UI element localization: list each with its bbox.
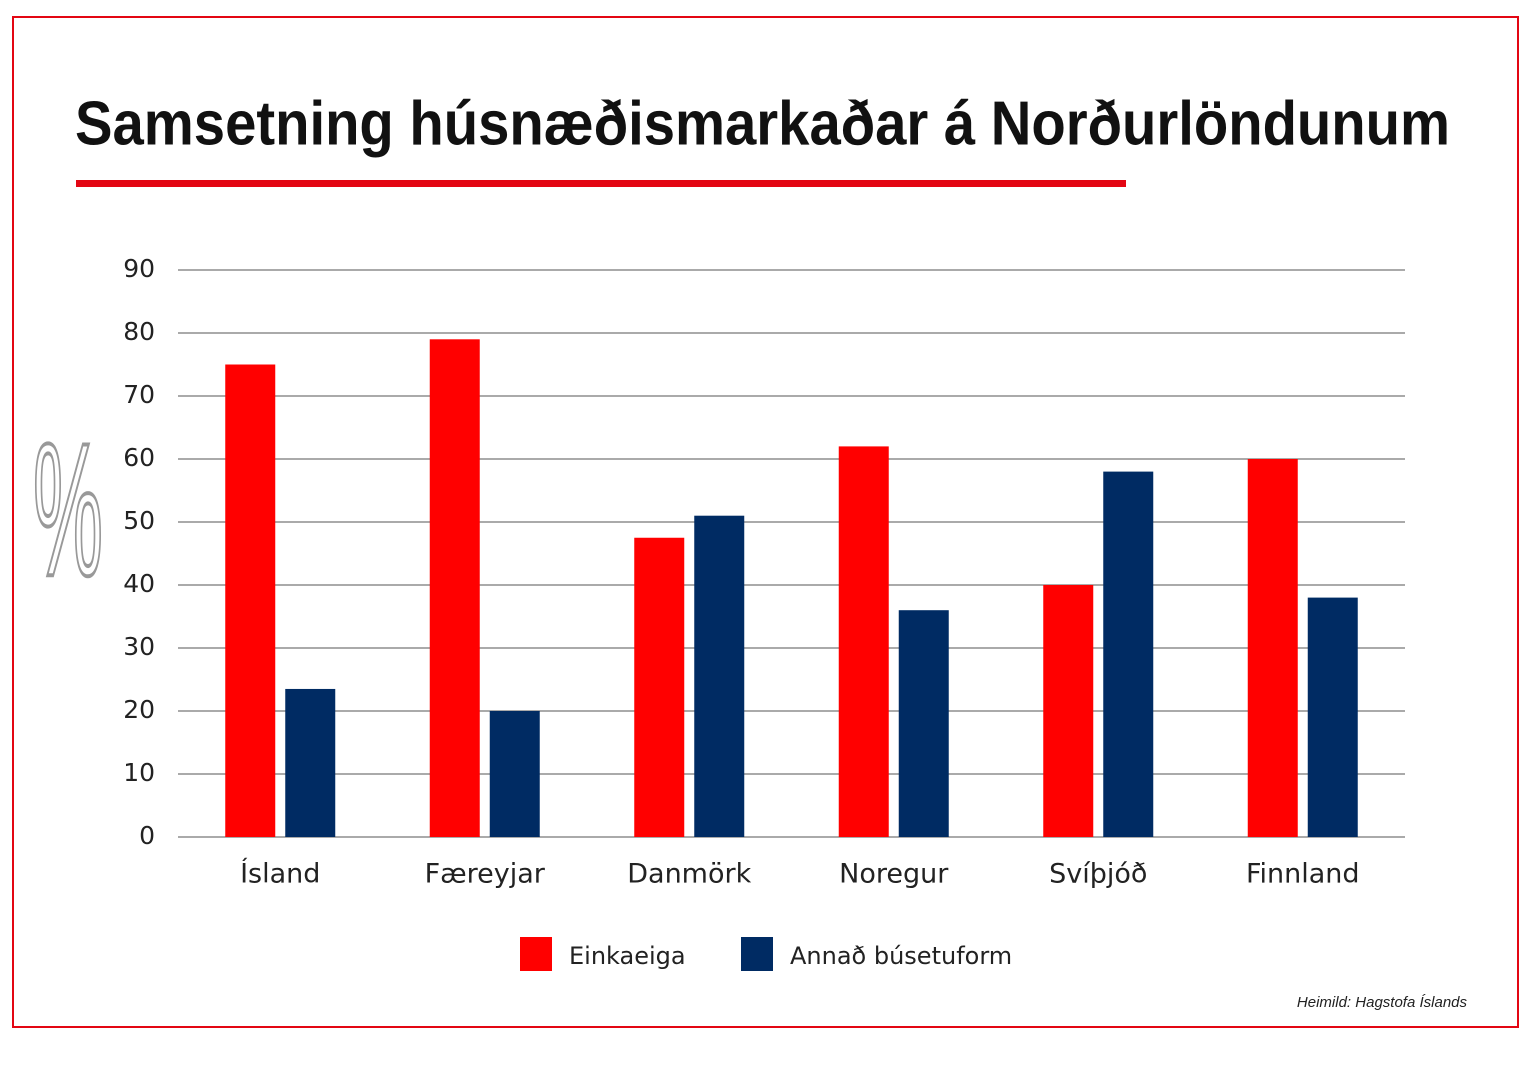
- legend-swatch: [520, 937, 552, 971]
- y-tick-label: 80: [123, 317, 155, 346]
- bar: [429, 339, 480, 837]
- y-tick-label: 0: [139, 821, 155, 850]
- bar: [838, 446, 889, 837]
- x-tick-label: Finnland: [1246, 859, 1360, 890]
- x-tick-label: Svíþjóð: [1049, 859, 1147, 890]
- legend-swatch: [741, 937, 773, 971]
- chart-title: Samsetning húsnæðismarkaðar á Norðurlönd…: [75, 89, 1450, 158]
- bar: [898, 610, 949, 837]
- x-tick-label: Færeyjar: [425, 859, 546, 890]
- bar: [1103, 471, 1154, 837]
- x-tick-label: Ísland: [240, 858, 320, 890]
- bar: [225, 364, 276, 837]
- bar: [694, 515, 745, 837]
- y-tick-label: 10: [123, 758, 155, 787]
- bar: [1043, 585, 1094, 837]
- x-tick-label: Noregur: [839, 859, 949, 890]
- y-tick-label: 60: [123, 443, 155, 472]
- bar: [634, 537, 685, 837]
- bar: [489, 711, 540, 837]
- bar: [1307, 597, 1358, 837]
- x-tick-label: Danmörk: [627, 859, 751, 890]
- y-tick-label: 40: [123, 569, 155, 598]
- y-axis-label: %: [33, 404, 103, 616]
- bar: [285, 688, 336, 837]
- legend-label: Annað búsetuform: [790, 942, 1012, 970]
- y-tick-label: 50: [123, 506, 155, 535]
- y-tick-label: 30: [123, 632, 155, 661]
- frame: [12, 16, 1519, 1028]
- source: Heimild: Hagstofa Íslands: [1297, 994, 1468, 1011]
- legend-label: Einkaeiga: [569, 942, 686, 970]
- y-tick-label: 70: [123, 380, 155, 409]
- y-tick-label: 20: [123, 695, 155, 724]
- bar: [1247, 459, 1298, 837]
- title-rule: [76, 180, 1126, 187]
- y-tick-label: 90: [123, 254, 155, 283]
